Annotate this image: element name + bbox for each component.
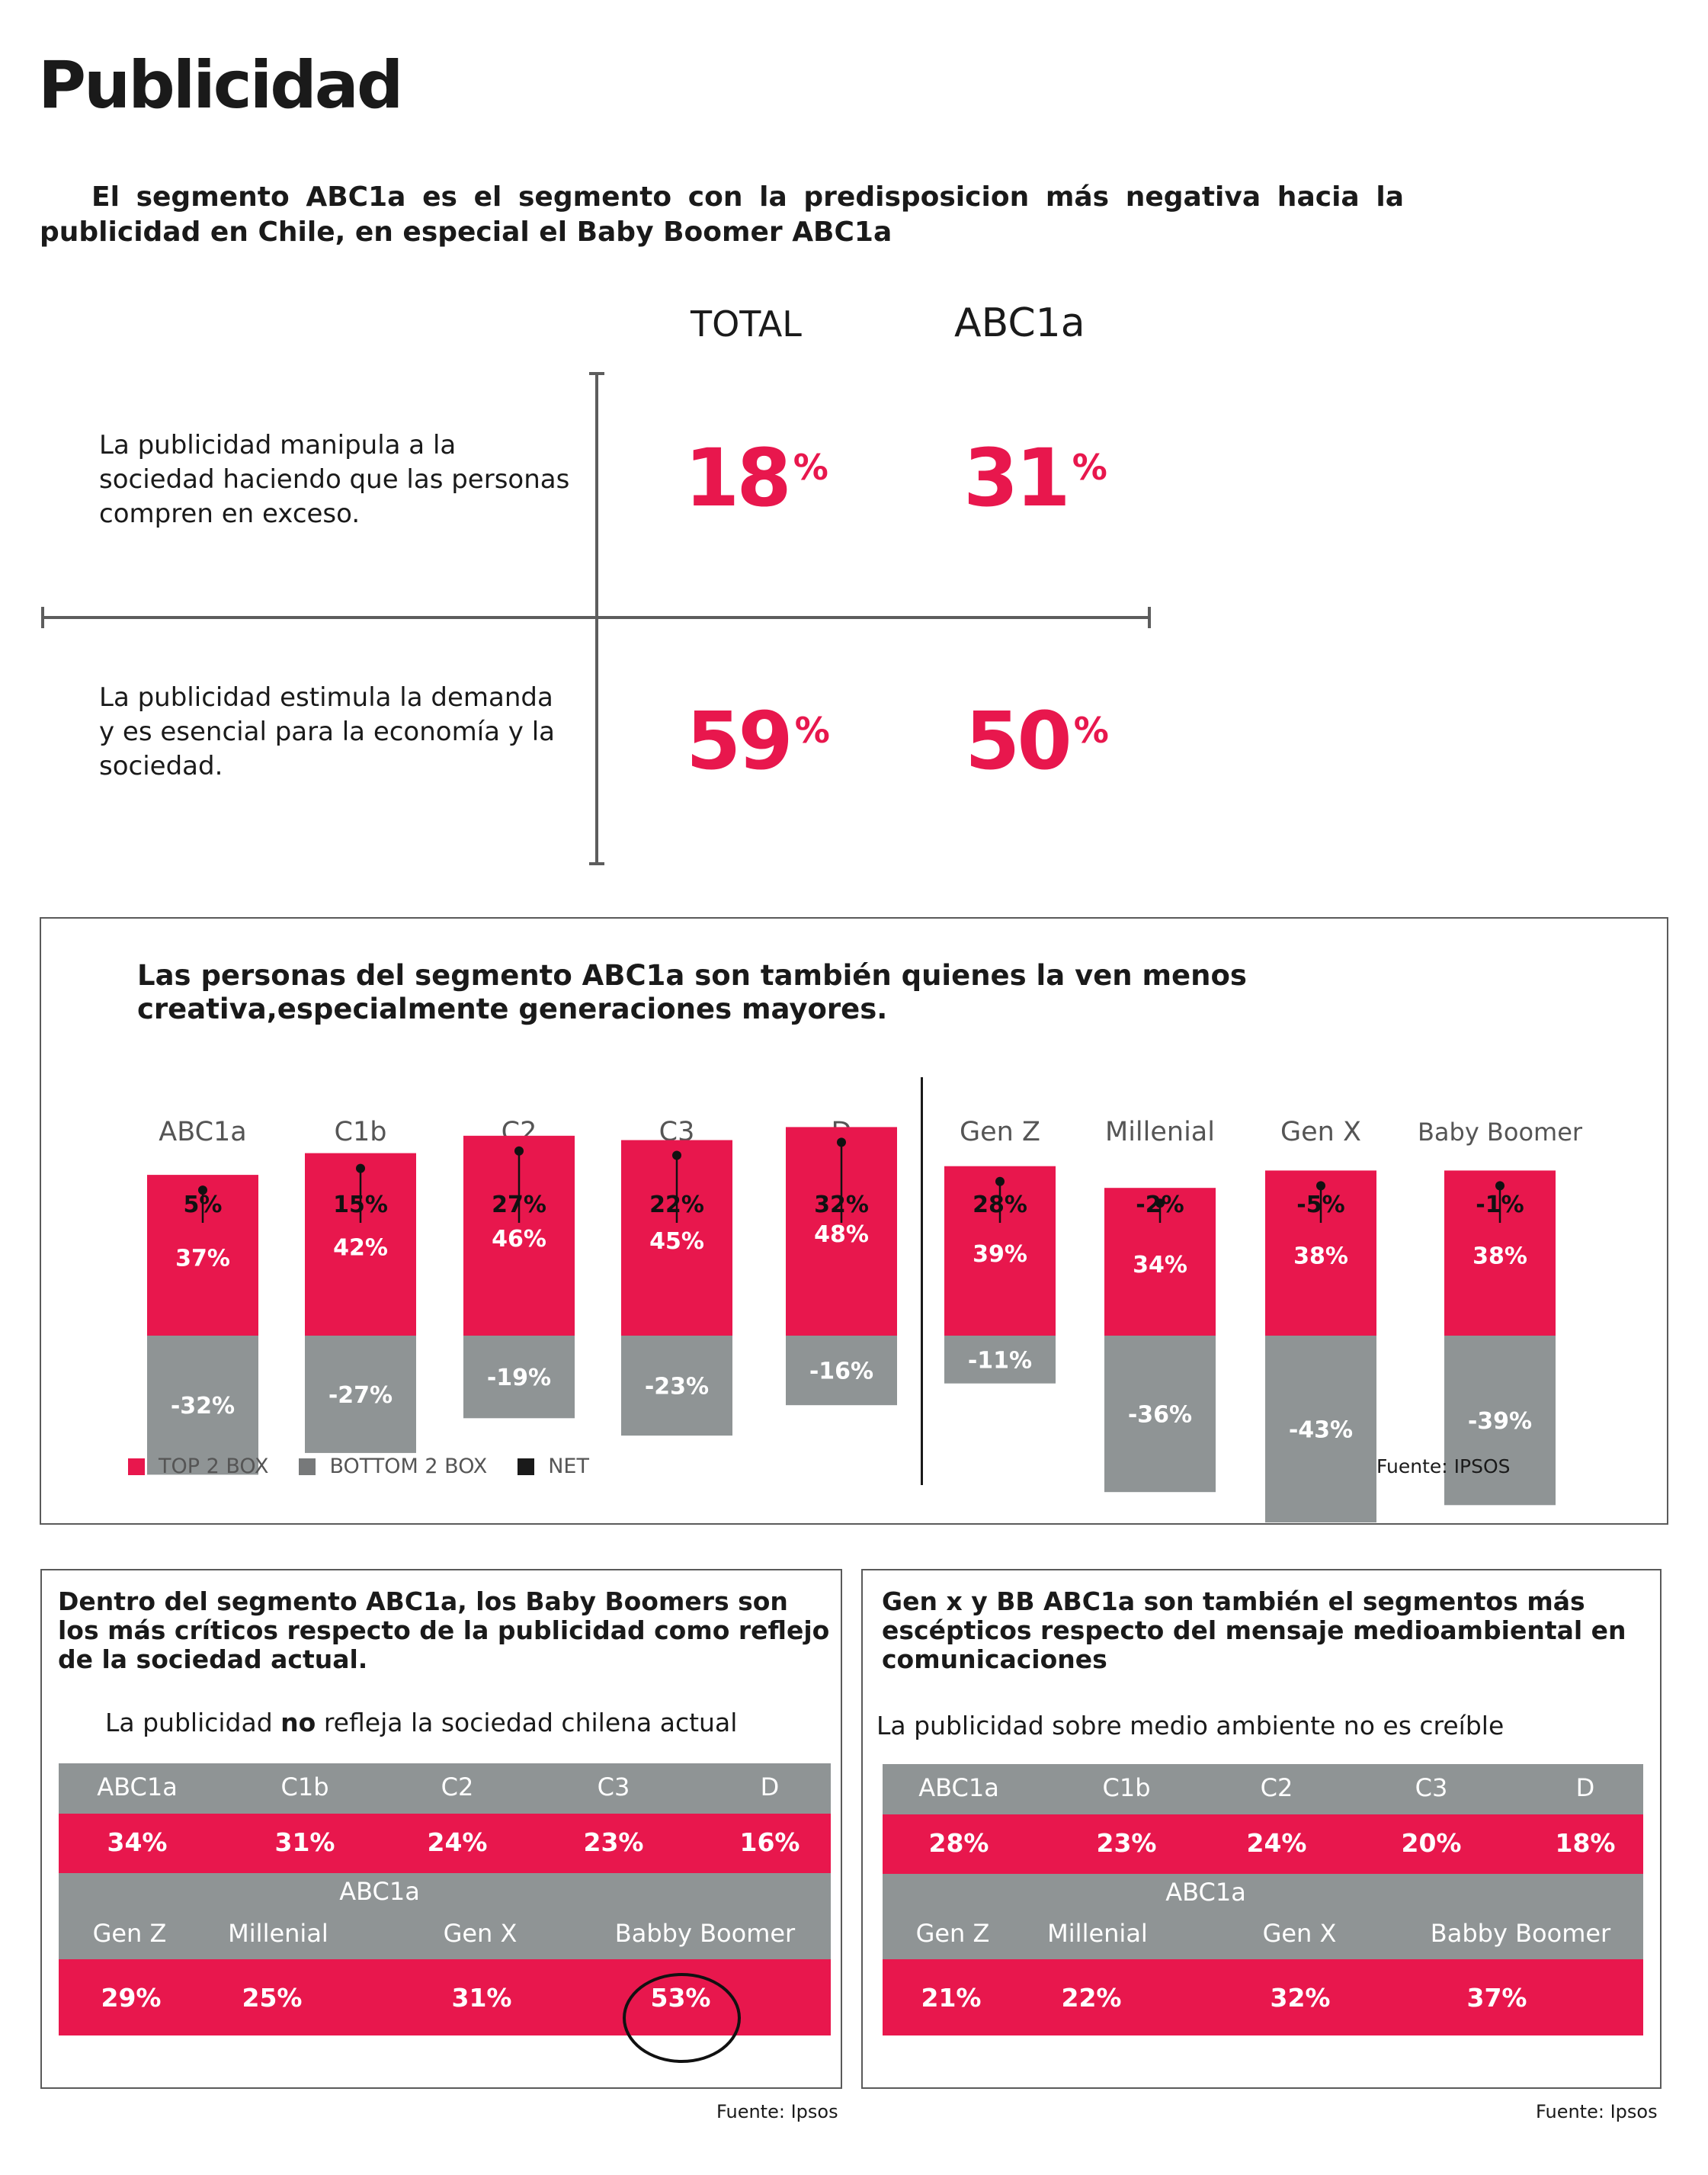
segment-value: 24%	[427, 1827, 488, 1857]
segment-value: 24%	[1246, 1828, 1307, 1858]
percent-symbol: %	[794, 710, 830, 751]
segment-header: ABC1a	[97, 1772, 178, 1801]
segment-value: 31%	[274, 1827, 335, 1857]
highlight-circle	[623, 1973, 741, 2063]
quadrant-value-abc1a-estimula: 50%	[965, 701, 1109, 781]
quadrant-col-abc1a: ABC1a	[954, 300, 1085, 346]
legend-swatch-net	[518, 1458, 535, 1475]
generation-value: 31%	[451, 1983, 512, 2013]
chart-panel	[40, 917, 1668, 1525]
table-reflejo-title: Dentro del segmento ABC1a, los Baby Boom…	[58, 1586, 830, 1674]
generation-value: 29%	[101, 1983, 162, 2013]
legend-label-net: NET	[548, 1455, 589, 1478]
chart-title: Las personas del segmento ABC1a son tamb…	[137, 959, 1247, 1025]
quadrant-number: 50	[965, 695, 1072, 788]
segment-value: 23%	[1096, 1828, 1157, 1858]
table-medioambiente-title: Gen x y BB ABC1a son también el segmento…	[882, 1586, 1626, 1674]
segment-value: 20%	[1401, 1828, 1462, 1858]
segment-value: 18%	[1555, 1828, 1616, 1858]
table-reflejo-segment-header-band	[59, 1763, 831, 1814]
table-medioambiente-segment-value-band	[883, 1814, 1643, 1874]
segment-header: C2	[1260, 1773, 1293, 1802]
segment-header: C3	[597, 1772, 630, 1801]
quadrant-col-total: TOTAL	[691, 303, 802, 345]
subtitle-text: refleja la sociedad chilena actual	[316, 1708, 738, 1737]
quadrant-axis-cap	[589, 862, 604, 865]
generation-header: Gen Z	[92, 1919, 167, 1948]
table-medioambiente-segment-header-band	[883, 1764, 1643, 1814]
generation-header: Gen X	[443, 1919, 518, 1948]
segment-value: 28%	[928, 1828, 989, 1858]
quadrant-vertical-axis	[595, 374, 598, 865]
segment-header: C2	[441, 1772, 474, 1801]
legend-label-bottom2box: BOTTOM 2 BOX	[329, 1455, 488, 1478]
subtitle-text: La publicidad	[105, 1708, 281, 1737]
segment-value: 16%	[739, 1827, 800, 1857]
legend-swatch-top2box	[128, 1458, 145, 1475]
segment-header: D	[760, 1772, 780, 1801]
segment-header: C3	[1415, 1773, 1448, 1802]
segment-header: D	[1575, 1773, 1595, 1802]
table-reflejo-source: Fuente: Ipsos	[716, 2101, 838, 2122]
chart-source: Fuente: IPSOS	[1376, 1455, 1511, 1477]
percent-symbol: %	[1072, 447, 1107, 488]
generation-value: 25%	[242, 1983, 303, 2013]
percent-symbol: %	[1073, 710, 1109, 751]
table-reflejo-segment-value-band	[59, 1814, 831, 1873]
generation-header: Babby Boomer	[1430, 1919, 1611, 1948]
generation-header: Babby Boomer	[614, 1919, 796, 1948]
quadrant-axis-cap	[1148, 607, 1151, 628]
table-reflejo-subtitle: La publicidad no refleja la sociedad chi…	[105, 1708, 737, 1737]
quadrant-number: 31	[963, 431, 1071, 525]
quadrant-horizontal-axis	[41, 616, 1149, 619]
intro-text: El segmento ABC1a es el segmento con la …	[40, 181, 1404, 248]
legend-item-bottom2box: BOTTOM 2 BOX	[299, 1455, 487, 1478]
generation-value: 21%	[921, 1983, 982, 2013]
chart-legend: TOP 2 BOX BOTTOM 2 BOX NET	[128, 1455, 620, 1478]
segment-value: 23%	[583, 1827, 644, 1857]
segment-header: C1b	[280, 1772, 329, 1801]
legend-swatch-bottom2box	[299, 1458, 316, 1475]
chart-group-divider	[921, 1077, 923, 1485]
table-reflejo-generation-header-band	[59, 1873, 831, 1959]
quadrant-number: 18	[684, 431, 792, 525]
quadrant-number: 59	[686, 695, 793, 788]
generation-header: Gen X	[1262, 1919, 1337, 1948]
legend-label-top2box: TOP 2 BOX	[159, 1455, 269, 1478]
quadrant-value-total-manipula: 18%	[684, 438, 828, 518]
legend-item-net: NET	[518, 1455, 589, 1478]
generation-value: 22%	[1061, 1983, 1122, 2013]
quadrant-value-abc1a-manipula: 31%	[963, 438, 1107, 518]
generation-header: Millenial	[1047, 1919, 1148, 1948]
page-title: Publicidad	[38, 47, 403, 124]
table-medioambiente-generation-header-band	[883, 1874, 1643, 1959]
segment-header: ABC1a	[918, 1773, 999, 1802]
table-medioambiente-generation-value-band	[883, 1959, 1643, 2035]
quadrant-value-total-estimula: 59%	[686, 701, 830, 781]
segment-header: C1b	[1102, 1773, 1151, 1802]
subtitle-emphasis: no	[280, 1708, 316, 1737]
generation-value: 37%	[1466, 1983, 1527, 2013]
generation-header: Millenial	[228, 1919, 328, 1948]
legend-item-top2box: TOP 2 BOX	[128, 1455, 268, 1478]
segment-value: 34%	[107, 1827, 168, 1857]
percent-symbol: %	[793, 447, 828, 488]
generation-header: Gen Z	[915, 1919, 990, 1948]
generation-value: 32%	[1270, 1983, 1331, 2013]
table-medioambiente-source: Fuente: Ipsos	[1536, 2101, 1658, 2122]
quadrant-statement-estimula: La publicidad estimula la demanda y es e…	[99, 682, 556, 781]
table-medioambiente-subtitle: La publicidad sobre medio ambiente no es…	[876, 1711, 1505, 1740]
quadrant-statement-manipula: La publicidad manipula a la sociedad hac…	[99, 430, 570, 529]
generation-group-label: ABC1a	[339, 1877, 420, 1906]
generation-group-label: ABC1a	[1165, 1878, 1246, 1907]
